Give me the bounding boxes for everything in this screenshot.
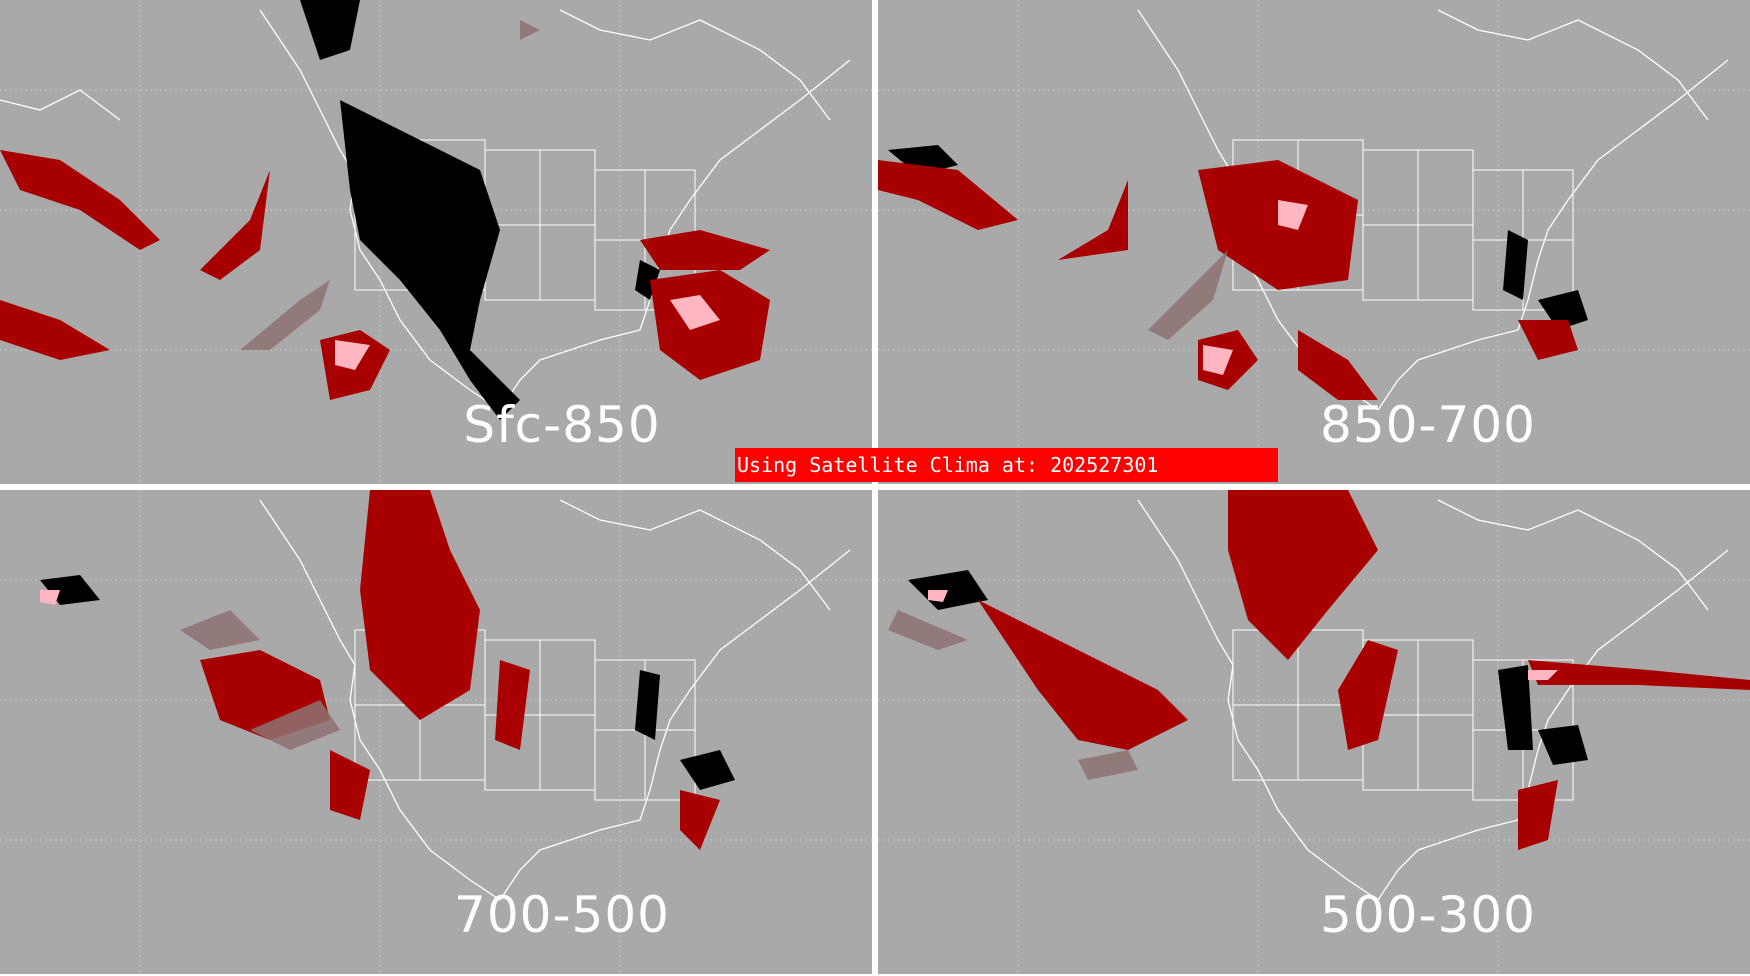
high-region xyxy=(335,295,720,370)
map-700-500 xyxy=(0,490,872,974)
map-panel-500-300: 500-300 xyxy=(878,490,1750,974)
high-region xyxy=(1203,200,1308,375)
light-region xyxy=(888,610,1138,780)
map-panel-850-700: 850-700 xyxy=(878,0,1750,484)
layer-label: 500-300 xyxy=(1320,886,1536,944)
max-region xyxy=(40,575,735,790)
map-850-700 xyxy=(878,0,1750,484)
coastline xyxy=(259,499,851,901)
medium-region xyxy=(0,150,770,400)
map-panel-700-500: 700-500 xyxy=(0,490,872,974)
light-region xyxy=(180,610,340,750)
map-panel-sfc-850: Sfc-850 xyxy=(0,0,872,484)
layer-label: 850-700 xyxy=(1320,396,1536,454)
satellite-climo-banner: Using Satellite Clima at: 202527301 xyxy=(735,448,1278,482)
max-region xyxy=(888,145,1588,330)
layer-label: Sfc-850 xyxy=(463,396,661,454)
coastline xyxy=(1137,499,1729,901)
medium-region xyxy=(200,490,720,850)
grid-lines xyxy=(0,0,872,484)
light-region xyxy=(1148,250,1228,340)
map-500-300 xyxy=(878,490,1750,974)
horizontal-divider xyxy=(0,484,1750,490)
medium-region xyxy=(978,490,1750,850)
light-region xyxy=(240,20,540,350)
high-region xyxy=(40,590,60,605)
high-region xyxy=(928,590,1558,680)
layer-label: 700-500 xyxy=(454,886,670,944)
map-sfc-850 xyxy=(0,0,872,484)
max-region xyxy=(300,0,660,420)
